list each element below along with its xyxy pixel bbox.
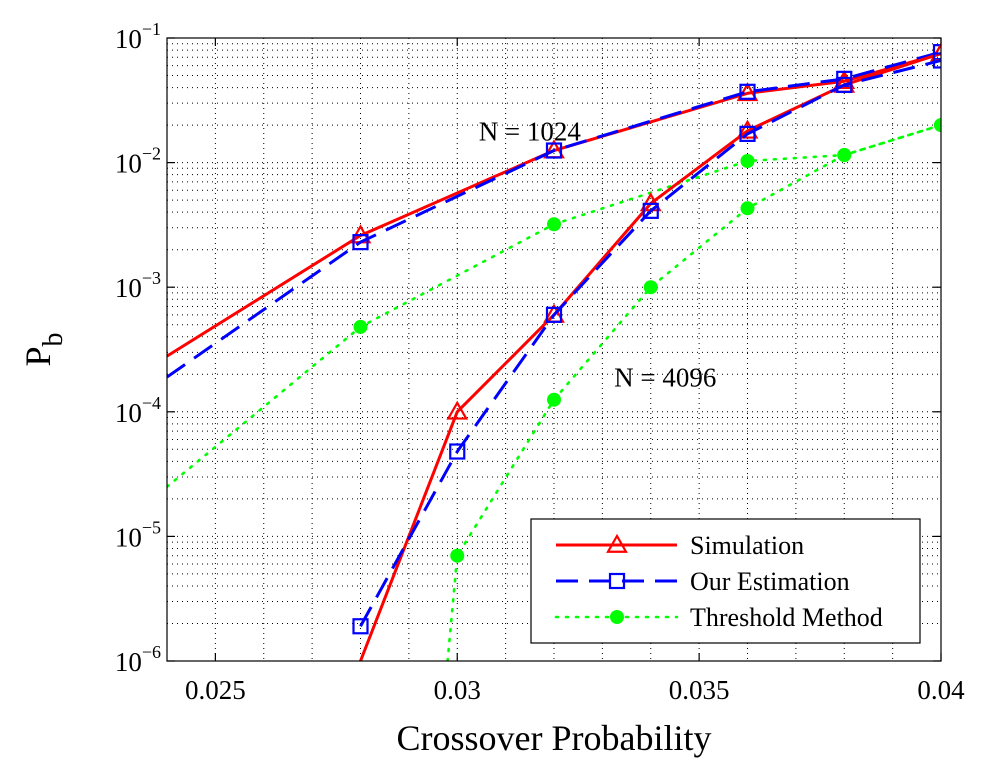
y-tick-label: 10−3 (115, 268, 161, 303)
series-line (167, 50, 941, 379)
y-axis-title: Pb (18, 332, 69, 366)
y-tick-label: 10−6 (115, 642, 161, 677)
dot-marker (837, 148, 852, 163)
square-marker (739, 83, 756, 100)
legend-label: Threshold Method (690, 603, 883, 632)
square-marker (932, 52, 941, 69)
series-line (167, 52, 941, 358)
square-marker (608, 572, 626, 590)
dot-marker (740, 201, 755, 216)
legend: Simulation Our Estimation Threshold Method (530, 518, 921, 644)
y-tick-label: 10−4 (115, 393, 161, 428)
annotation-label: N = 4096 (614, 362, 716, 392)
square-marker (836, 76, 853, 94)
dot-marker (643, 280, 658, 295)
dot-marker (610, 610, 624, 624)
x-tick-label: 0.03 (434, 675, 481, 705)
dot-marker (547, 217, 561, 232)
dot-marker (740, 154, 755, 169)
legend-label: Our Estimation (690, 567, 850, 596)
triangle-marker (736, 119, 759, 139)
series-layer (167, 42, 941, 661)
series-line (359, 59, 941, 627)
tick-layer (167, 37, 942, 662)
annotation-label: N = 1024 (479, 117, 582, 147)
series-our-estimation (167, 44, 941, 379)
y-tick-label: 10−1 (115, 19, 161, 54)
x-tick-label: 0.04 (917, 675, 965, 705)
grid-layer (167, 38, 941, 661)
y-tick-label: 10−5 (115, 517, 161, 552)
triangle-marker (606, 533, 628, 553)
square-marker (352, 234, 369, 251)
square-marker (545, 142, 563, 159)
square-marker (932, 44, 941, 61)
x-tick-label: 0.025 (185, 675, 246, 705)
series-our-estimation (352, 52, 941, 635)
square-marker (545, 306, 563, 323)
x-axis-title: Crossover Probability (397, 718, 712, 758)
dot-marker (353, 319, 368, 334)
square-marker (449, 443, 466, 460)
plot-frame (166, 37, 942, 662)
legend-label: Simulation (690, 531, 804, 560)
triangle-marker (446, 400, 469, 420)
dot-marker (547, 392, 561, 407)
dot-marker (934, 118, 941, 133)
square-marker (642, 202, 659, 219)
label-layer: 0.025 0.03 0.035 0.04 10−6 10−5 10−4 10−3 10−2 10… (18, 19, 965, 758)
square-marker (352, 618, 369, 635)
x-tick-label: 0.035 (669, 675, 730, 705)
square-marker (739, 125, 756, 142)
dot-marker (450, 548, 465, 563)
series-threshold-method (446, 118, 941, 661)
y-tick-label: 10−2 (115, 144, 161, 179)
